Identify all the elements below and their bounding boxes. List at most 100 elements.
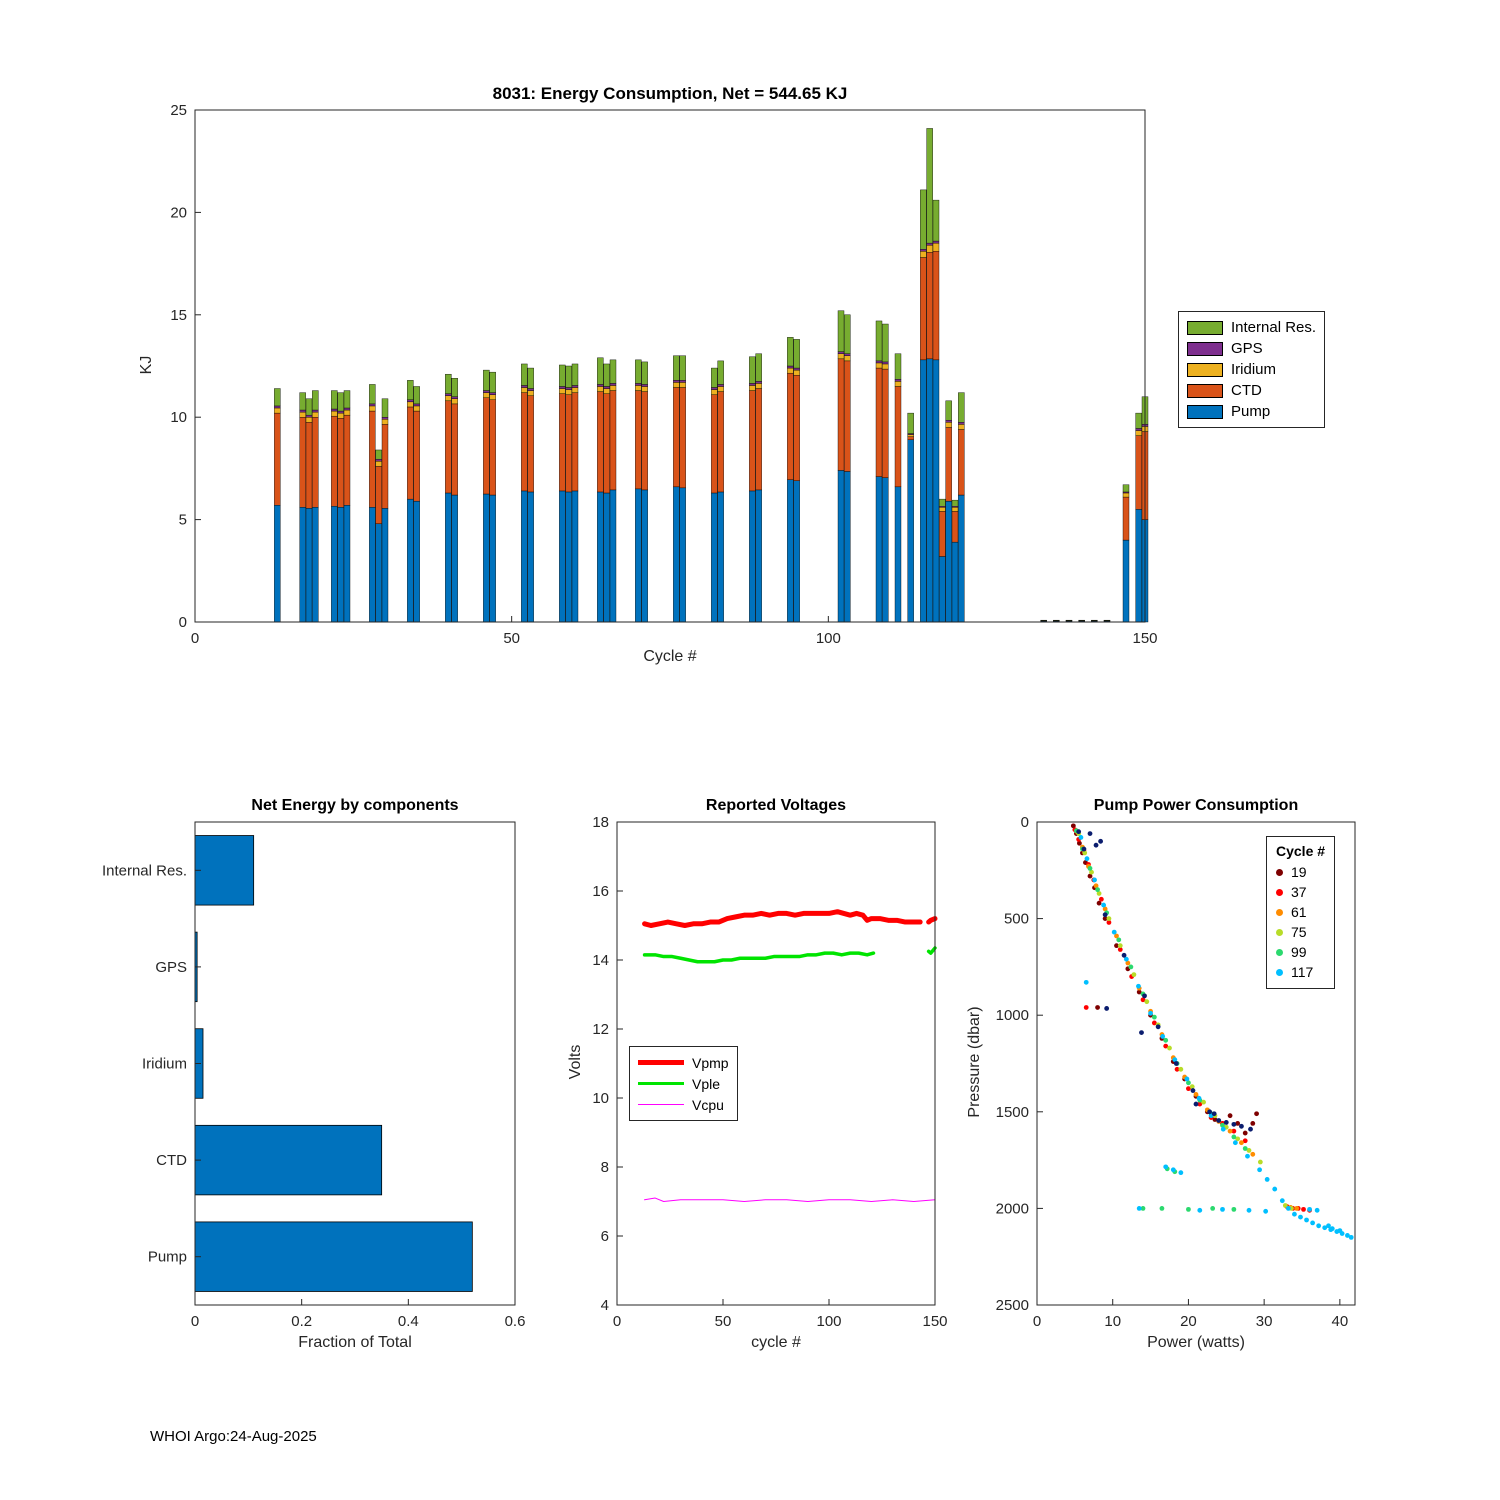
legend-entry-label: 75 — [1291, 924, 1307, 940]
legend-entry-label: Iridium — [1231, 361, 1277, 378]
svg-text:CTD: CTD — [156, 1152, 187, 1169]
legend-entry-label: Pump — [1231, 403, 1271, 420]
svg-text:20: 20 — [1180, 1313, 1197, 1330]
svg-text:Pump: Pump — [148, 1249, 187, 1266]
pump-power-chart-title: Pump Power Consumption — [1093, 797, 1299, 814]
svg-text:2500: 2500 — [996, 1297, 1029, 1314]
svg-text:0: 0 — [613, 1313, 621, 1330]
svg-text:30: 30 — [1256, 1313, 1273, 1330]
legend-entry: Vpmp — [638, 1052, 729, 1073]
legend-swatch — [1187, 362, 1223, 377]
svg-text:Iridium: Iridium — [142, 1056, 187, 1073]
legend-entry-label: Vple — [692, 1075, 721, 1092]
energy-consumption-chart: 0 50 100 150 0 5 10 15 20 25 — [170, 102, 1157, 647]
legend-entry-label: 19 — [1291, 864, 1307, 880]
legend-entry: 117 — [1276, 962, 1325, 982]
svg-text:0: 0 — [1021, 814, 1029, 831]
legend-entry: CTD — [1187, 380, 1316, 401]
svg-text:2000: 2000 — [996, 1200, 1029, 1217]
svg-text:0.4: 0.4 — [398, 1313, 419, 1330]
svg-text:20: 20 — [170, 204, 187, 221]
voltages-xlabel: cycle # — [751, 1334, 801, 1351]
svg-text:500: 500 — [1004, 911, 1029, 928]
legend-entry: 37 — [1276, 882, 1325, 902]
svg-text:6: 6 — [601, 1228, 609, 1245]
legend-swatch — [1187, 320, 1223, 335]
svg-text:10: 10 — [1104, 1313, 1121, 1330]
legend-marker — [1276, 928, 1283, 936]
legend-marker — [1276, 888, 1283, 896]
svg-text:100: 100 — [816, 630, 841, 647]
legend-swatch — [1187, 341, 1223, 356]
svg-text:15: 15 — [170, 307, 187, 324]
svg-text:0.2: 0.2 — [291, 1313, 312, 1330]
svg-text:50: 50 — [503, 630, 520, 647]
svg-text:0: 0 — [1033, 1313, 1041, 1330]
svg-text:100: 100 — [816, 1313, 841, 1330]
legend-title: Cycle # — [1276, 843, 1326, 859]
svg-text:50: 50 — [715, 1313, 732, 1330]
legend-entry-label: Vpmp — [692, 1054, 729, 1071]
legend-entry: 19 — [1276, 862, 1325, 882]
svg-text:5: 5 — [179, 512, 187, 529]
legend-entry: Vcpu — [638, 1094, 729, 1115]
svg-text:1000: 1000 — [996, 1007, 1029, 1024]
svg-text:12: 12 — [592, 1021, 609, 1038]
legend-swatch — [1187, 404, 1223, 419]
svg-text:0: 0 — [191, 1313, 199, 1330]
svg-text:14: 14 — [592, 952, 609, 969]
legend-line-sample — [638, 1082, 684, 1085]
net-energy-chart: Internal Res. GPS Iridium CTD Pump 0 0.2 0.4 0.6 — [102, 821, 526, 1330]
voltages-chart: 0 50 100 150 4 6 8 10 12 14 16 18 — [592, 814, 947, 1330]
legend-entry-label: Vcpu — [692, 1096, 724, 1113]
svg-text:150: 150 — [922, 1313, 947, 1330]
pump-power-legend: Cycle # 19 37 61 75 99 117 — [1266, 836, 1336, 989]
pump-power-xlabel: Power (watts) — [1147, 1334, 1245, 1351]
energy-chart-title: 8031: Energy Consumption, Net = 544.65 K… — [492, 84, 848, 103]
voltages-chart-title: Reported Voltages — [705, 797, 847, 814]
legend-entry-label: 99 — [1291, 944, 1307, 960]
svg-text:18: 18 — [592, 814, 609, 831]
svg-text:0: 0 — [191, 630, 199, 647]
svg-text:8: 8 — [601, 1159, 609, 1176]
energy-legend: Internal Res. GPS Iridium CTD Pump — [1178, 311, 1326, 428]
svg-text:0.6: 0.6 — [505, 1313, 526, 1330]
legend-line-sample — [638, 1060, 684, 1065]
footer-text: WHOI Argo:24-Aug-2025 — [150, 1428, 317, 1445]
svg-text:10: 10 — [592, 1090, 609, 1107]
legend-entry: GPS — [1187, 338, 1316, 359]
legend-entry: Pump — [1187, 401, 1316, 422]
svg-text:16: 16 — [592, 883, 609, 900]
legend-entry-label: GPS — [1231, 340, 1263, 357]
legend-entry: 61 — [1276, 902, 1325, 922]
svg-text:25: 25 — [170, 102, 187, 119]
legend-marker — [1276, 908, 1283, 916]
legend-entry: Internal Res. — [1187, 317, 1316, 338]
legend-swatch — [1187, 383, 1223, 398]
legend-line-sample — [638, 1104, 684, 1105]
svg-text:10: 10 — [170, 409, 187, 426]
legend-entry-label: 37 — [1291, 884, 1307, 900]
legend-marker — [1276, 868, 1283, 876]
net-energy-chart-title: Net Energy by components — [251, 797, 459, 814]
legend-entry-label: 61 — [1291, 904, 1307, 920]
legend-marker — [1276, 948, 1283, 956]
legend-entry: Vple — [638, 1073, 729, 1094]
legend-entry-label: CTD — [1231, 382, 1262, 399]
svg-text:150: 150 — [1132, 630, 1157, 647]
legend-entry-label: 117 — [1291, 964, 1314, 980]
legend-marker — [1276, 968, 1283, 976]
svg-text:GPS: GPS — [155, 959, 187, 976]
legend-entry-label: Internal Res. — [1231, 319, 1317, 336]
legend-entry: 99 — [1276, 942, 1325, 962]
legend-entry: 75 — [1276, 922, 1325, 942]
svg-text:1500: 1500 — [996, 1104, 1029, 1121]
svg-text:4: 4 — [601, 1297, 609, 1314]
svg-text:40: 40 — [1332, 1313, 1349, 1330]
svg-text:Internal Res.: Internal Res. — [102, 862, 187, 879]
svg-text:0: 0 — [179, 614, 187, 631]
legend-entry: Iridium — [1187, 359, 1316, 380]
energy-xlabel: Cycle # — [643, 648, 697, 665]
voltages-legend: Vpmp Vple Vcpu — [629, 1046, 738, 1121]
